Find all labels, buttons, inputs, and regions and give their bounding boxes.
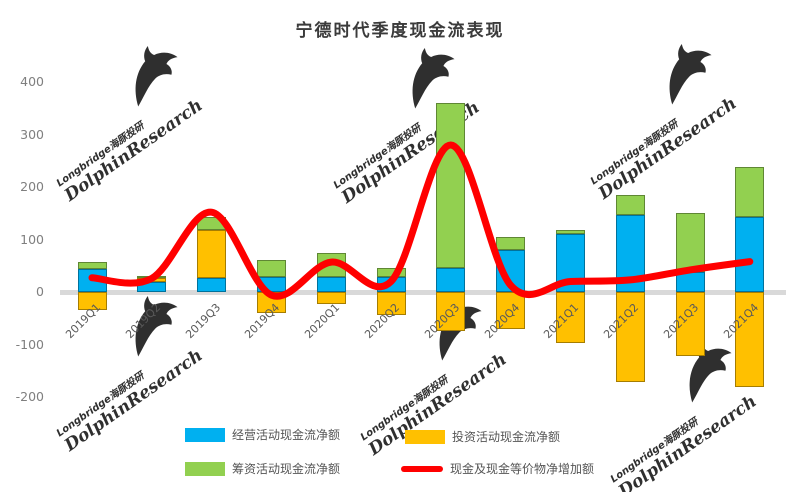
y-axis-tick-label: 300 [20,126,44,142]
bar-segment [735,216,765,292]
legend-item-operating: 经营活动现金流净额 [185,426,340,443]
bar-segment [316,276,346,292]
bar-segment [137,278,167,283]
legend-label-operating: 经营活动现金流净额 [232,428,341,442]
legend-item-investing: 投资活动现金流净额 [405,428,560,445]
dolphin-icon [689,341,732,403]
watermark-brand-en: DolphinResearch [61,95,207,206]
bar-segment [376,268,406,277]
legend: 经营活动现金流净额 投资活动现金流净额 筹资活动现金流净额 现金及现金等价物净增… [185,424,685,484]
x-axis-tick-label: 2020Q2 [362,301,403,342]
legend-label-net-cash-line: 现金及现金等价物净增加额 [450,462,595,476]
legend-swatch-operating [185,427,225,442]
dolphin-icon [135,45,178,107]
bar-segment [77,269,107,292]
legend-swatch-financing [185,461,225,476]
y-axis-tick-label: -100 [15,336,44,352]
bar-segment [496,236,526,250]
bar-segment [197,230,227,279]
watermark: Longbridge海豚投研 DolphinResearch [586,43,741,204]
watermark: Longbridge海豚投研 DolphinResearch [52,45,207,206]
bar-segment [436,103,466,269]
bar-segment [615,214,645,292]
bar-segment [197,278,227,292]
legend-label-investing: 投资活动现金流净额 [452,430,561,444]
dolphin-icon [412,47,455,109]
x-axis-tick-label: 2019Q4 [242,301,283,342]
bar-segment [615,194,645,215]
bar-segment [555,234,585,292]
y-axis-tick-label: 100 [20,231,44,247]
watermark: Longbridge海豚投研 DolphinResearch [52,295,207,456]
bar-segment [197,216,227,231]
x-axis-tick-label: 2019Q1 [63,301,104,342]
dolphin-icon [135,295,178,357]
watermark-brand-cn: Longbridge海豚投研 [54,120,147,190]
bar-segment [615,292,645,383]
y-axis-tick-label: 0 [36,284,44,299]
bar-segment [735,167,765,217]
bar-segment [675,292,705,357]
bar-segment [675,272,705,292]
y-axis-tick-label: 400 [20,74,44,89]
watermark: Longbridge海豚投研 DolphinResearch [606,341,761,492]
legend-label-financing: 筹资活动现金流净额 [232,462,341,476]
legend-item-financing: 筹资活动现金流净额 [185,460,340,477]
legend-item-net-cash-line: 现金及现金等价物净增加额 [401,460,594,477]
legend-swatch-investing [405,429,445,444]
bar-segment [137,282,167,292]
bar-segment [675,212,705,273]
bar-segment [376,276,406,292]
bar-segment [496,250,526,292]
bar-segment [256,259,286,277]
bar-segment [256,276,286,292]
bar-segment [555,229,585,235]
x-axis-tick-label: 2020Q1 [302,301,343,342]
watermark: Longbridge海豚投研 DolphinResearch [329,47,484,208]
bar-segment [436,268,466,292]
bar-segment [735,292,765,388]
bar-segment [316,253,346,277]
legend-swatch-net-cash-line [401,465,443,472]
chart-title: 宁德时代季度现金流表现 [295,21,505,41]
y-axis-tick-label: -200 [15,389,44,404]
dolphin-icon [669,43,712,105]
y-axis-tick-label: 200 [20,179,44,194]
bar-segment [77,261,107,270]
bar-segment [137,275,167,279]
